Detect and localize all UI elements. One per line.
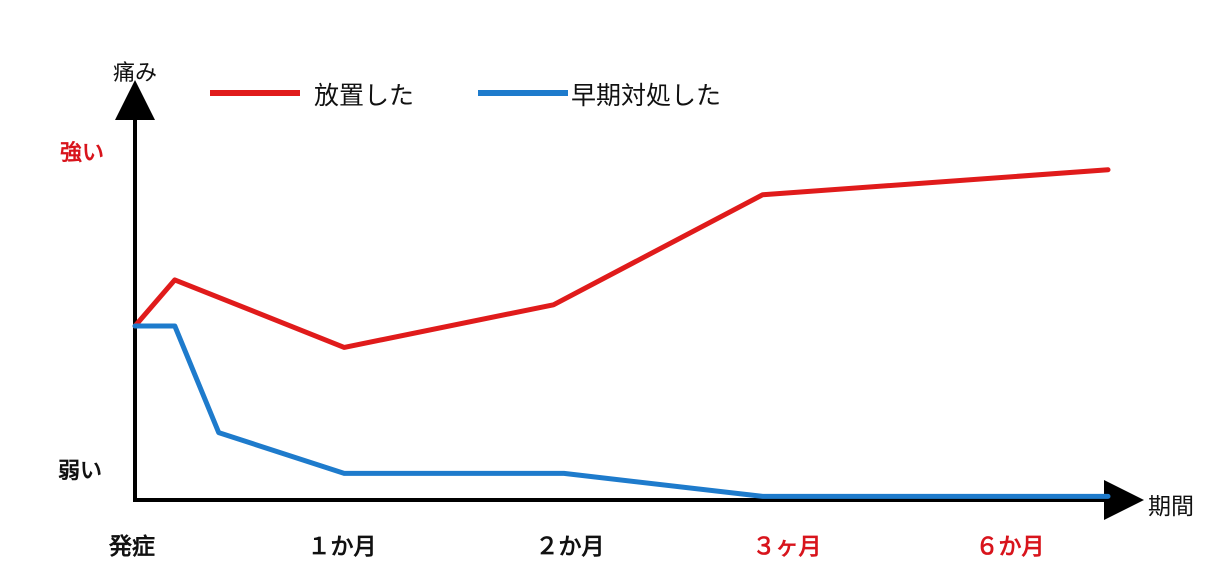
series-layer <box>132 167 1111 499</box>
series-line-1 <box>132 323 1111 499</box>
legend: 放置した 早期対処した <box>210 81 721 110</box>
x-axis-title: 期間 <box>1148 494 1194 520</box>
x-tick-label-0: 発症 <box>108 533 155 560</box>
axes <box>115 80 1144 520</box>
x-tick-label-1: １か月 <box>308 534 377 560</box>
legend-label-0: 放置した <box>314 81 414 110</box>
y-tick-low: 弱い <box>58 459 102 484</box>
y-tick-high: 強い <box>60 140 104 166</box>
legend-label-1: 早期対処した <box>571 81 721 110</box>
x-tick-label-2: ２か月 <box>536 534 605 560</box>
x-tick-label-4: ６か月 <box>976 534 1045 560</box>
x-tick-label-3: ３ヶ月 <box>753 534 822 560</box>
series-line-0 <box>132 167 1111 350</box>
y-axis-title: 痛み <box>113 61 157 86</box>
